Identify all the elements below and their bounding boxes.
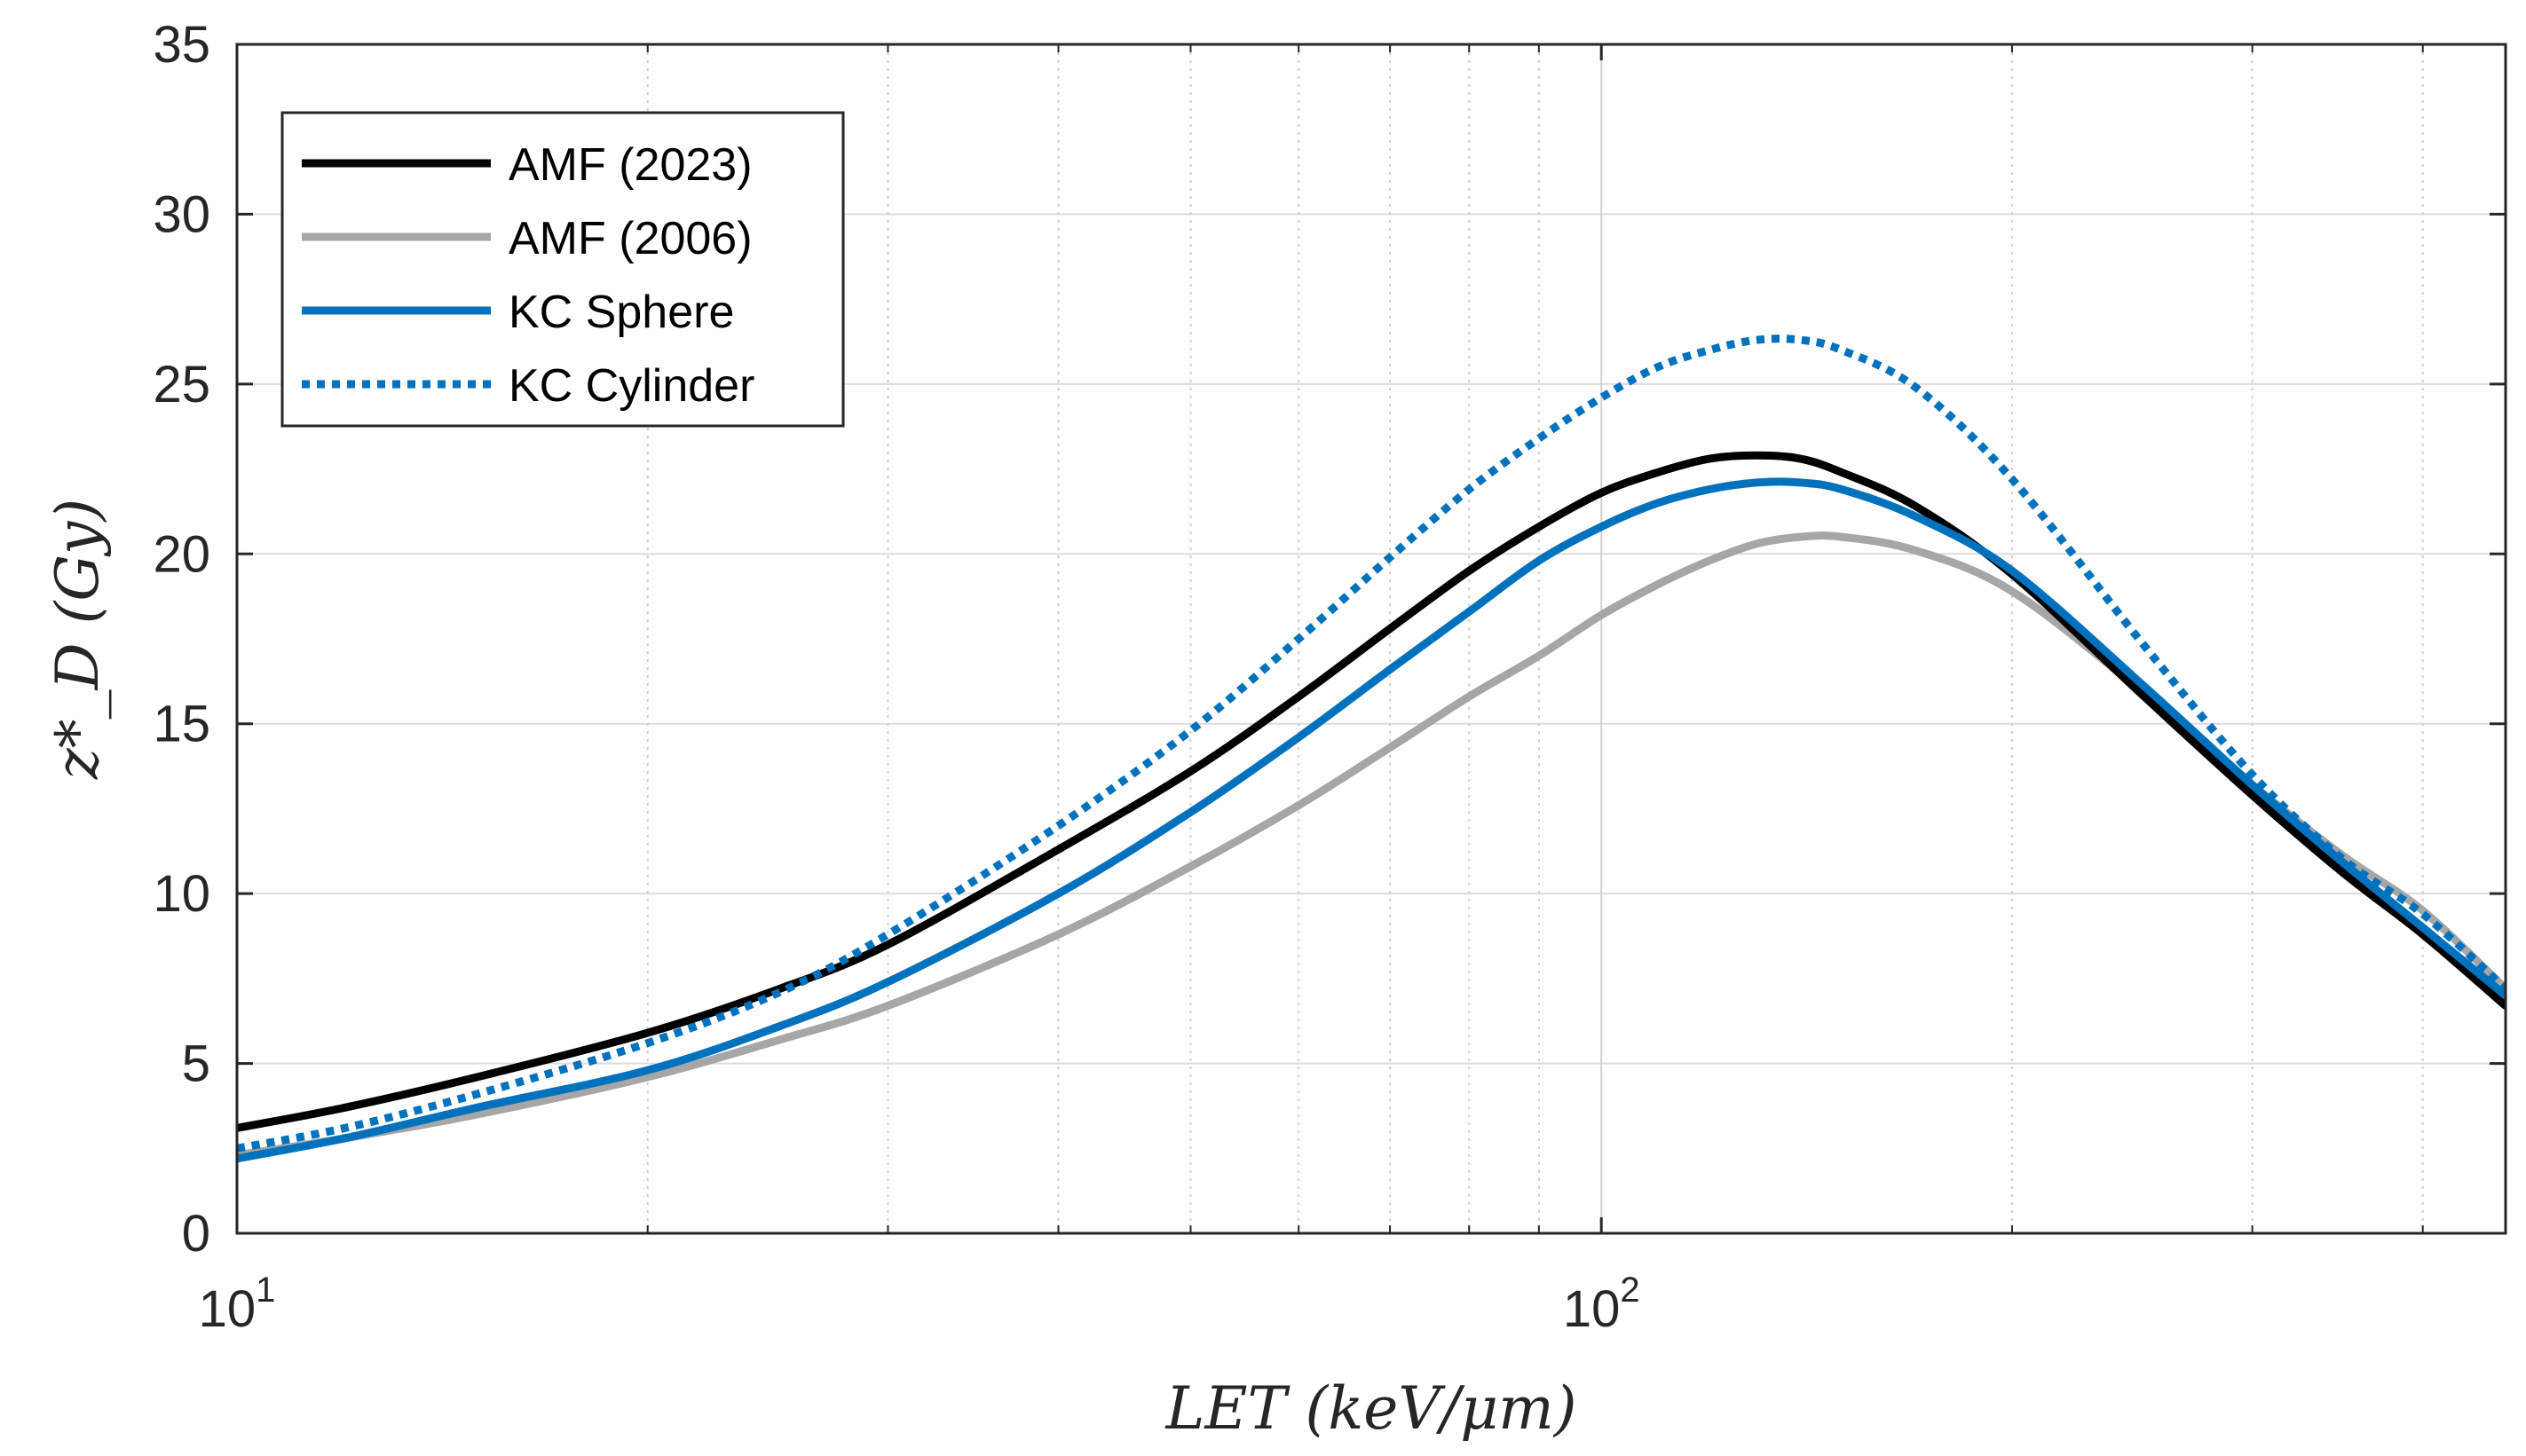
y-tick-label: 20 xyxy=(153,525,210,583)
legend-label: KC Sphere xyxy=(509,287,734,338)
legend: AMF (2023) AMF (2006) KC Sphere KC Cylinder xyxy=(280,111,845,428)
series-line-kc-cylinder xyxy=(237,334,2506,1153)
y-tick-label: 5 xyxy=(182,1035,210,1093)
x-tick-labels: 101 102 xyxy=(199,1271,1640,1338)
x-tick-label: 101 xyxy=(199,1271,276,1338)
y-tick-label: 30 xyxy=(153,185,210,243)
y-tick-label: 25 xyxy=(153,356,210,413)
y-tick-label: 35 xyxy=(153,16,210,74)
legend-label: AMF (2006) xyxy=(509,213,753,264)
y-tick-labels: 0 5 10 15 20 25 30 35 xyxy=(153,16,210,1263)
axis-ticks xyxy=(235,43,2506,1235)
legend-label: AMF (2023) xyxy=(509,139,753,191)
axes-box xyxy=(235,43,2507,1235)
legend-label: KC Cylinder xyxy=(509,360,754,412)
series-line-kc-sphere xyxy=(237,477,2506,1163)
x-axis-title: LET (keV/μm) xyxy=(1165,1374,1577,1443)
y-tick-label: 0 xyxy=(182,1205,210,1263)
x-tick-label: 102 xyxy=(1563,1271,1640,1338)
data-series xyxy=(237,334,2506,1163)
y-tick-label: 15 xyxy=(153,696,210,753)
series-line-amf-2023 xyxy=(237,451,2506,1132)
y-axis-title: z*_D (Gy) xyxy=(43,499,112,780)
y-tick-label: 10 xyxy=(153,865,210,923)
